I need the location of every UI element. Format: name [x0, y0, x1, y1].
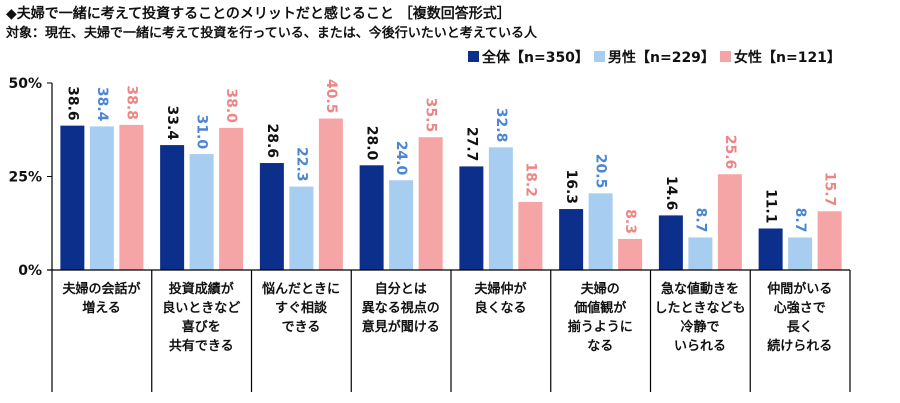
bar [518, 201, 543, 270]
data-label: 22.3 [293, 147, 309, 182]
data-label: 11.1 [763, 189, 779, 224]
data-label: 16.3 [563, 169, 579, 204]
data-label: 25.6 [722, 135, 738, 170]
data-label: 40.5 [323, 79, 339, 114]
chart-subtitle: 対象：現在、夫婦で一緒に考えて投資を行っている、または、今後行いたいと考えている… [6, 26, 538, 41]
bar [459, 166, 484, 270]
category-label: 夫婦仲が 良くなる [474, 282, 527, 316]
category-label: 夫婦の 価値観が 揃うように なる [567, 282, 633, 354]
data-label: 15.7 [822, 172, 838, 207]
y-tick-label: 50% [8, 76, 42, 92]
data-label: 8.7 [792, 208, 808, 233]
category-label: 投資成績が 良いときなど 喜びを 共有できる [162, 282, 241, 354]
bar [219, 127, 244, 270]
category-label: 仲間がいる 心強さで 長く 続けられる [767, 282, 833, 354]
y-tick-label: 25% [8, 170, 42, 186]
bar [389, 180, 414, 270]
data-label: 18.2 [522, 162, 538, 197]
bar [418, 137, 443, 270]
data-label: 38.6 [64, 86, 80, 121]
data-label: 32.8 [493, 108, 509, 143]
bar [618, 238, 643, 270]
bar [289, 186, 314, 270]
bar [658, 215, 683, 270]
legend-label: 女性【n=121】 [734, 49, 841, 66]
category-label: 自分とは 異なる視点の 意見が聞ける [361, 282, 440, 335]
bar [817, 211, 842, 270]
bar [160, 145, 185, 270]
data-label: 38.4 [94, 87, 110, 122]
bar [318, 118, 343, 270]
bar [89, 126, 114, 270]
data-label: 35.5 [423, 98, 439, 133]
data-label: 20.5 [593, 154, 609, 189]
bar [559, 209, 584, 270]
bar [259, 163, 284, 270]
legend-label: 全体【n=350】 [481, 49, 589, 66]
legend-swatch [468, 51, 479, 62]
data-label: 38.8 [123, 85, 139, 120]
chart-title: ◆夫婦で一緒に考えて投資することのメリットだと感じること ［複数回答形式］ [6, 6, 511, 22]
data-label: 8.7 [692, 208, 708, 233]
data-label: 31.0 [194, 115, 210, 150]
category-label: 悩んだときに すぐ相談 できる [261, 282, 340, 335]
data-label: 33.4 [164, 106, 180, 141]
data-label: 14.6 [663, 176, 679, 211]
bar [488, 147, 513, 270]
bar [588, 193, 613, 270]
category-label: 夫婦の会話が 増える [62, 282, 141, 316]
bar [788, 237, 813, 270]
data-label: 38.0 [223, 88, 239, 123]
data-label: 28.0 [364, 126, 380, 161]
legend-swatch [720, 51, 731, 62]
bar [359, 165, 384, 270]
category-label: 急な値動きを したときなども 冷静で いられる [654, 282, 746, 354]
data-label: 27.7 [463, 127, 479, 162]
y-tick-label: 0% [18, 263, 42, 279]
data-label: 8.3 [622, 209, 638, 234]
bar [688, 237, 713, 270]
bar [758, 228, 783, 270]
bar [189, 154, 214, 270]
data-label: 24.0 [393, 141, 409, 176]
bar [60, 125, 85, 270]
legend-swatch [594, 51, 605, 62]
bar [119, 124, 144, 270]
data-label: 28.6 [264, 123, 280, 158]
bar [717, 174, 742, 270]
legend-label: 男性【n=229】 [608, 49, 715, 66]
